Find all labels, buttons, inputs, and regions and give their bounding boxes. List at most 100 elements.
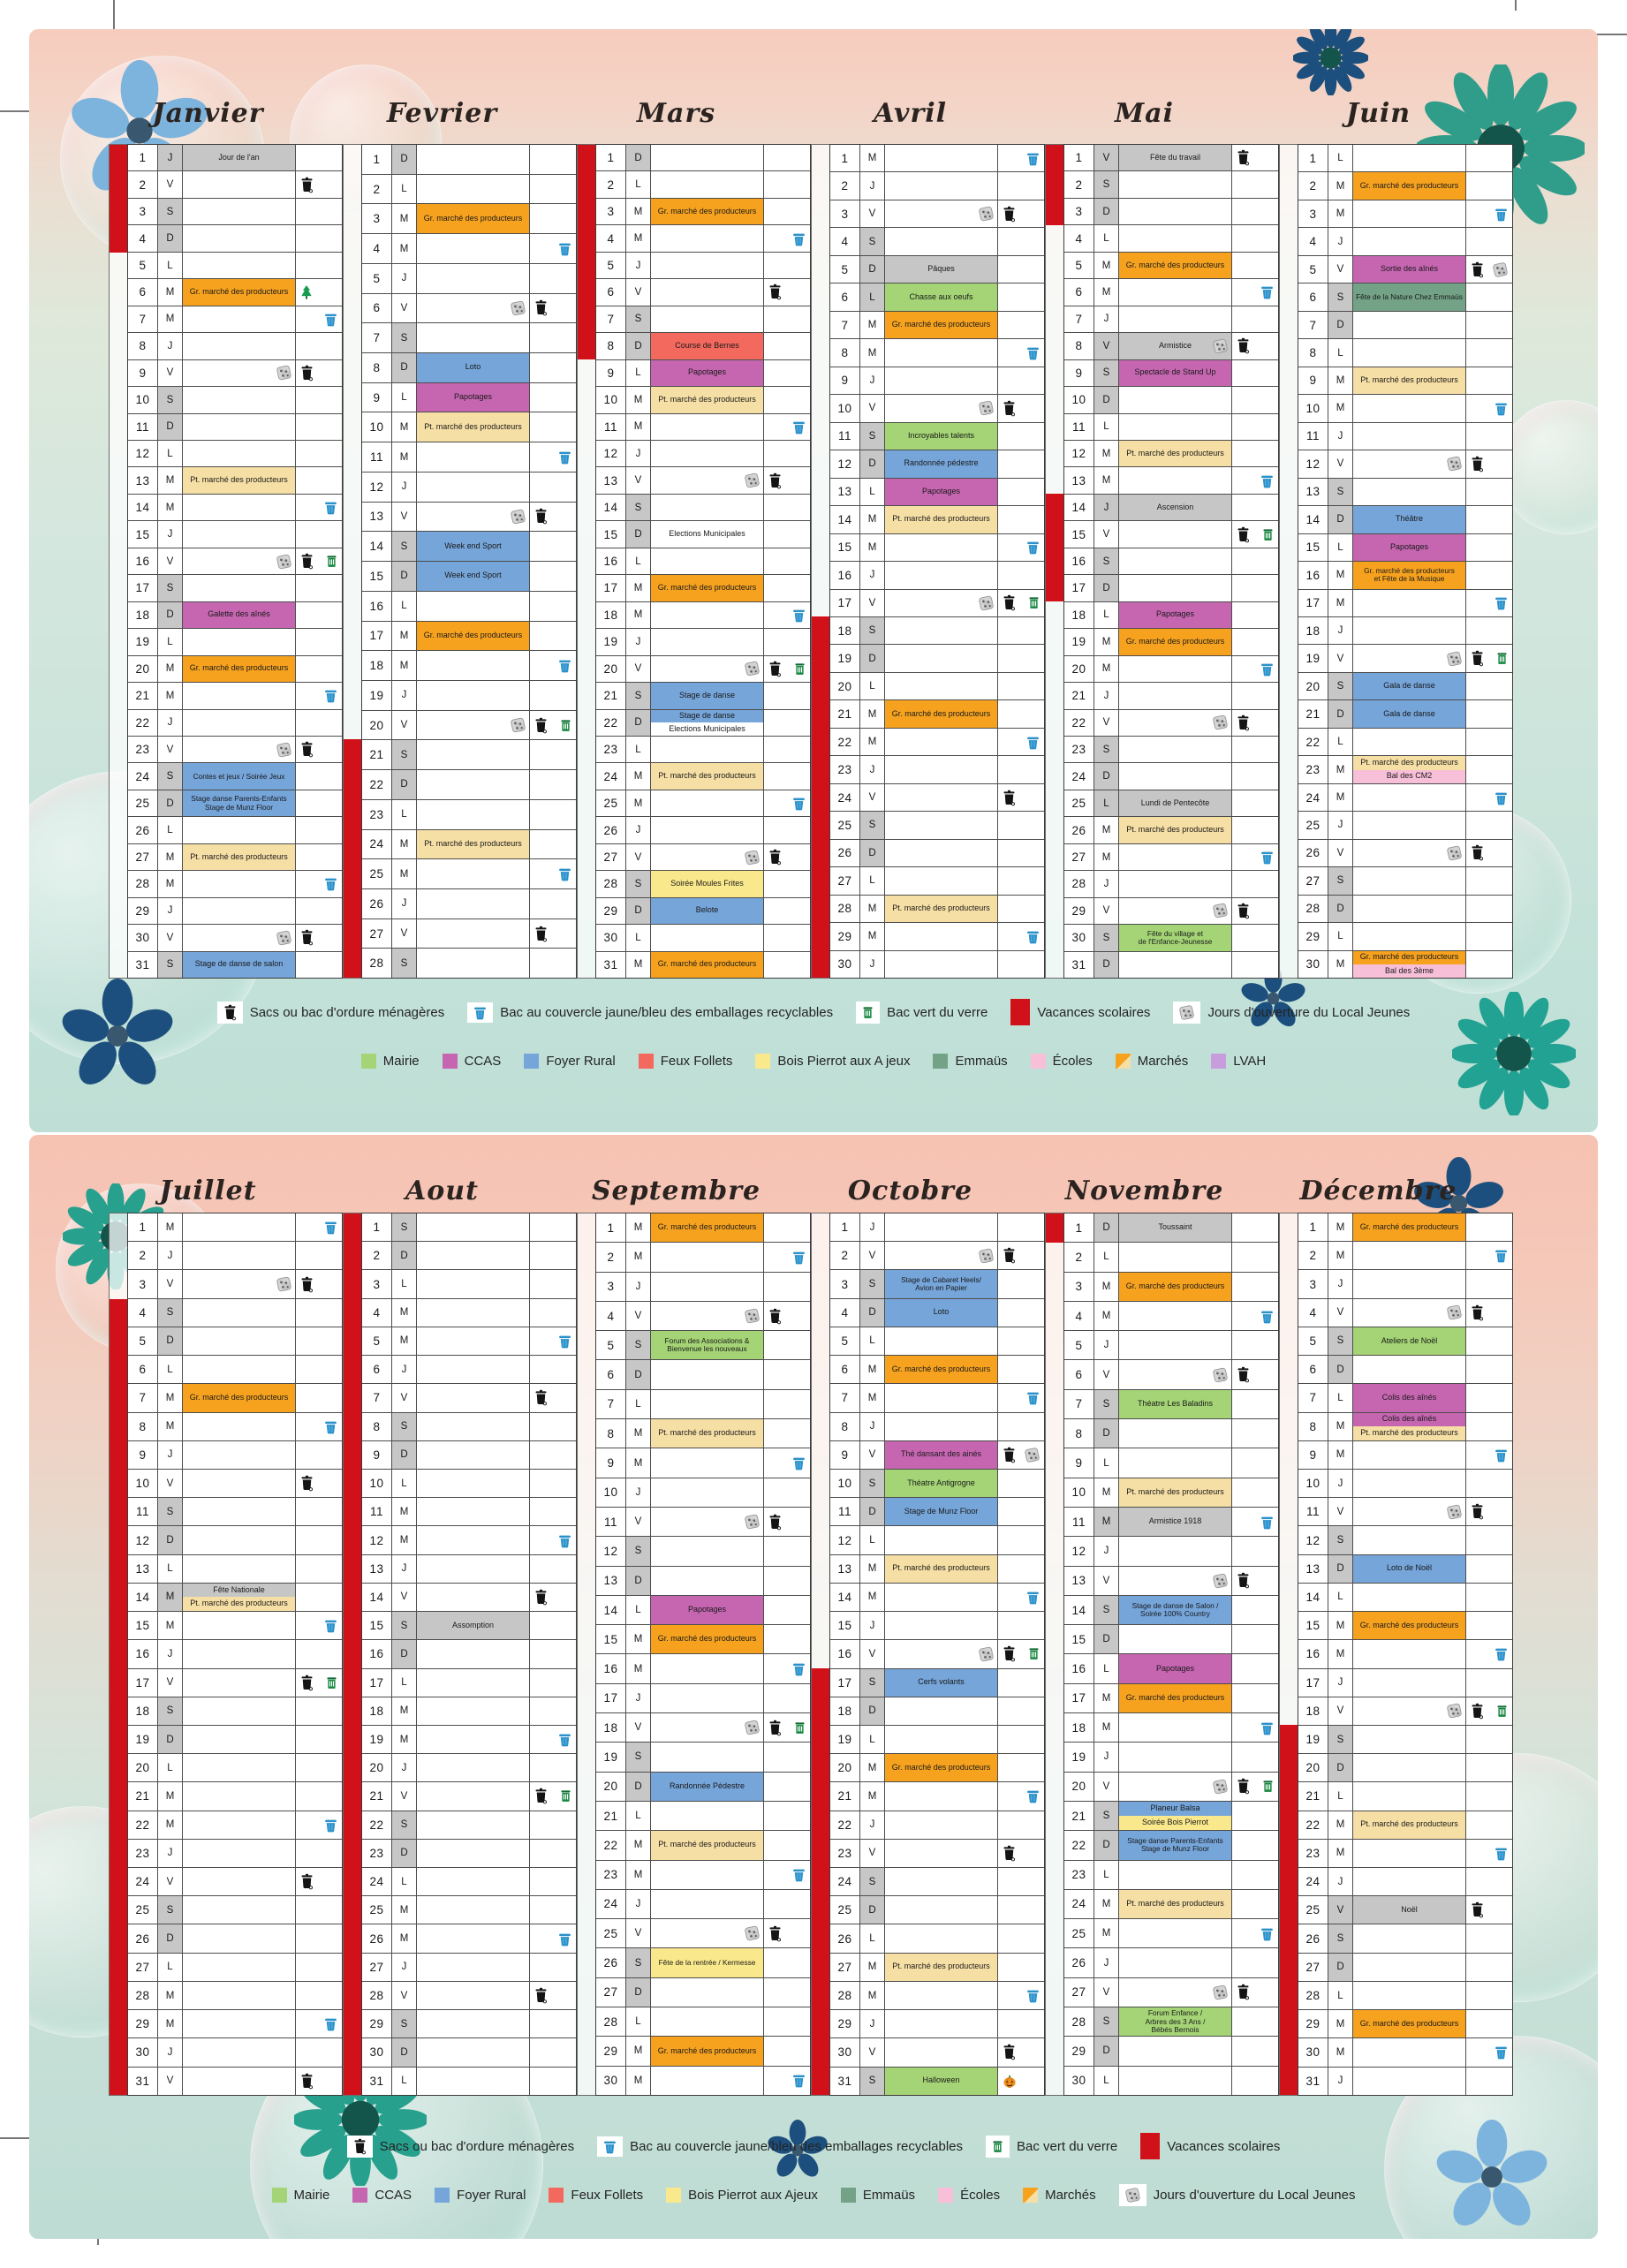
month-column-mars: Mars 1 D 2 L 3 M Gr. marché des producteurs 4 M 5 J… bbox=[577, 82, 811, 979]
icon-slot-right bbox=[1021, 1389, 1041, 1406]
day-row: 24 V bbox=[830, 783, 1044, 813]
day-icons bbox=[764, 925, 810, 950]
day-icons bbox=[530, 1470, 576, 1497]
day-row: 25 M bbox=[362, 859, 576, 889]
vacation-segment bbox=[344, 1924, 361, 1953]
event-label: Week end Sport bbox=[417, 562, 529, 591]
black-bin-icon bbox=[767, 283, 783, 301]
day-number: 10 bbox=[596, 1478, 626, 1507]
day-events bbox=[183, 413, 296, 440]
vacation-segment bbox=[1046, 198, 1063, 226]
day-events bbox=[651, 1272, 764, 1301]
day-events bbox=[183, 1839, 296, 1868]
vacation-segment bbox=[1280, 1668, 1298, 1697]
day-letter: M bbox=[1328, 395, 1353, 422]
day-icons bbox=[1466, 1242, 1512, 1269]
day-icons bbox=[764, 467, 810, 493]
day-events bbox=[1119, 1860, 1232, 1889]
event-label: Gr. marché des producteurs bbox=[417, 621, 529, 651]
day-events bbox=[885, 339, 998, 367]
day-letter: M bbox=[1094, 1889, 1119, 1919]
day-number: 7 bbox=[1298, 311, 1328, 339]
event-label: Halloween bbox=[885, 2067, 997, 2095]
blue-bin-icon bbox=[322, 1219, 339, 1236]
day-events: Gr. marché des producteurs bbox=[1119, 252, 1232, 279]
blue-bin-icon bbox=[322, 687, 339, 704]
day-number: 1 bbox=[830, 1213, 860, 1242]
day-row: 13 M Pt. marché des producteurs bbox=[128, 467, 342, 495]
day-row: 12 L bbox=[128, 440, 342, 468]
icon-slot-right bbox=[1255, 1720, 1275, 1736]
day-events: Gr. marché des producteurs bbox=[183, 655, 296, 683]
day-number: 26 bbox=[128, 817, 158, 843]
icon-slot-right bbox=[1489, 1702, 1510, 1720]
day-events bbox=[1353, 1298, 1466, 1327]
vacation-segment bbox=[1046, 1743, 1063, 1772]
event-label: Gr. marché des producteurs bbox=[183, 655, 295, 683]
day-events bbox=[1353, 1981, 1466, 2010]
day-letter: M bbox=[158, 1981, 183, 2010]
vacation-segment bbox=[110, 1781, 127, 1811]
vacation-segment bbox=[344, 1270, 361, 1299]
day-icons bbox=[530, 711, 576, 740]
vacation-segment bbox=[1280, 422, 1298, 450]
vacation-segment bbox=[1046, 924, 1063, 950]
day-number: 29 bbox=[830, 2010, 860, 2038]
day-events: Forum Enfance / Arbres des 3 Ans / Bébés… bbox=[1119, 2007, 1232, 2037]
vacation-segment bbox=[1280, 1356, 1298, 1384]
day-letter: S bbox=[392, 1213, 417, 1242]
day-number: 10 bbox=[1064, 387, 1094, 413]
day-letter: V bbox=[1328, 450, 1353, 478]
day-number: 3 bbox=[1298, 1270, 1328, 1298]
day-letter: J bbox=[1328, 422, 1353, 450]
event-label: Gala de danse bbox=[1353, 700, 1465, 728]
day-number: 24 bbox=[128, 763, 158, 790]
day-icons bbox=[1232, 548, 1278, 574]
day-icons bbox=[998, 256, 1044, 283]
legend-item: CCAS bbox=[442, 1054, 501, 1069]
day-events: Gr. marché des producteurs Bal des 3ème bbox=[1353, 950, 1466, 979]
day-icons bbox=[1232, 1773, 1278, 1801]
day-events bbox=[417, 1412, 530, 1440]
day-number: 1 bbox=[128, 1213, 158, 1242]
day-number: 19 bbox=[1298, 645, 1328, 672]
day-number: 22 bbox=[1064, 1831, 1094, 1860]
day-number: 22 bbox=[596, 709, 626, 736]
day-letter: D bbox=[626, 521, 651, 548]
day-number: 10 bbox=[362, 1469, 392, 1498]
day-icons bbox=[998, 590, 1044, 616]
event-label: Pt. marché des producteurs bbox=[1119, 817, 1231, 843]
icon-slot-right bbox=[1489, 1447, 1510, 1463]
vacation-segment bbox=[110, 333, 127, 359]
vacation-segment bbox=[578, 306, 595, 333]
vacation-segment bbox=[1280, 1213, 1298, 1242]
black-bin-icon bbox=[1235, 1571, 1252, 1590]
event-label: Théatre Antigrogne bbox=[885, 1469, 997, 1498]
black-bin-icon bbox=[533, 507, 549, 525]
day-number: 19 bbox=[362, 1725, 392, 1754]
day-events bbox=[885, 728, 998, 756]
day-row: 1 D Toussaint bbox=[1064, 1213, 1278, 1244]
vacation-segment bbox=[1046, 359, 1063, 386]
vacation-segment bbox=[812, 699, 829, 729]
black-bin-icon bbox=[533, 1787, 549, 1805]
day-number: 20 bbox=[596, 1772, 626, 1801]
day-letter: V bbox=[158, 736, 183, 763]
vacation-segment bbox=[1280, 478, 1298, 505]
vacation-segment bbox=[578, 1831, 595, 1860]
day-icons bbox=[296, 171, 342, 197]
day-events bbox=[1119, 306, 1232, 333]
day-row: 26 J bbox=[1064, 1948, 1278, 1978]
day-row: 10 L bbox=[362, 1469, 576, 1499]
month-grid: 1 D 2 L 3 M Gr. marché des producteurs 4 M 5 J 6 V 7 S… bbox=[595, 144, 811, 979]
day-letter: M bbox=[392, 1327, 417, 1356]
day-letter: V bbox=[860, 783, 885, 812]
day-icons bbox=[764, 871, 810, 896]
day-row: 28 S Forum Enfance / Arbres des 3 Ans / Bé… bbox=[1064, 2007, 1278, 2037]
day-number: 17 bbox=[596, 1683, 626, 1713]
vacation-segment bbox=[344, 1213, 361, 1243]
day-letter: M bbox=[626, 790, 651, 817]
vacation-segment bbox=[110, 1725, 127, 1754]
vacation-segment bbox=[344, 710, 361, 740]
day-row: 14 S bbox=[596, 494, 810, 522]
